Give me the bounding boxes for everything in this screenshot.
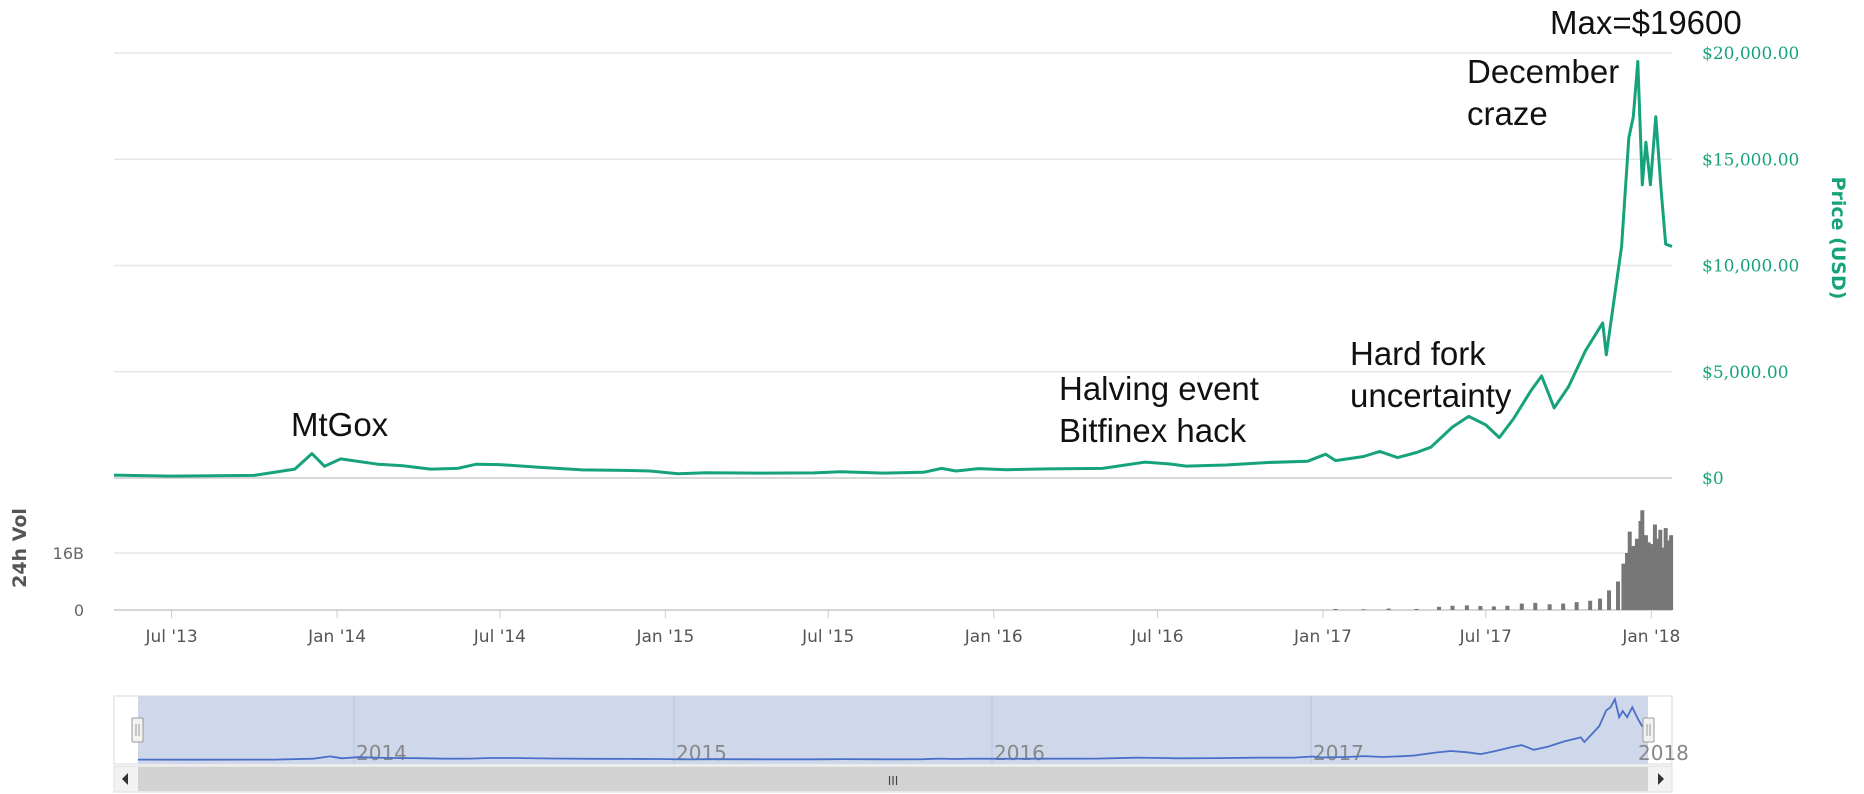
volume-bars xyxy=(1333,510,1674,610)
scroll-right-arrow-icon[interactable] xyxy=(1658,773,1664,785)
navigator-year-labels: 2014 2015 2016 2017 2018 xyxy=(353,696,1689,765)
navigator-year-label: 2016 xyxy=(994,741,1045,765)
x-tick-label: Jan '17 xyxy=(1293,627,1352,647)
x-tick-label: Jan '15 xyxy=(635,627,694,647)
navigator-year-label: 2014 xyxy=(356,741,407,765)
annotations: MtGox Halving event Bitfinex hack Hard fork… xyxy=(291,4,1742,449)
volume-bar xyxy=(1491,606,1496,610)
volume-bar xyxy=(1631,545,1636,610)
volume-bar xyxy=(1505,605,1510,610)
x-tick-label: Jul '13 xyxy=(144,627,197,647)
price-tick-label: $10,000.00 xyxy=(1702,257,1799,277)
x-tick-label: Jul '17 xyxy=(1459,627,1512,647)
x-tick-label: Jul '14 xyxy=(473,627,526,647)
volume-bar xyxy=(1658,529,1663,610)
volume-bar xyxy=(1663,528,1668,610)
annotation: Hard fork uncertainty xyxy=(1350,335,1512,414)
volume-bar xyxy=(1547,604,1552,610)
volume-bar xyxy=(1607,590,1612,610)
volume-bar xyxy=(1634,538,1639,610)
volume-bar xyxy=(1627,531,1632,610)
price-tick-label: $5,000.00 xyxy=(1702,363,1789,383)
volume-bar xyxy=(1533,602,1538,610)
navigator-year-label: 2015 xyxy=(676,741,727,765)
scroll-left-arrow-icon[interactable] xyxy=(122,773,128,785)
price-line-layer xyxy=(113,60,1673,478)
volume-bar xyxy=(1616,581,1621,610)
x-tick-label: Jul '15 xyxy=(801,627,854,647)
x-tick-label: Jul '16 xyxy=(1130,627,1183,647)
navigator-series-line xyxy=(137,696,1649,761)
volume-bar xyxy=(1625,553,1630,610)
volume-bar xyxy=(1519,603,1524,610)
volume-bar xyxy=(1386,608,1391,610)
volume-bar xyxy=(1333,608,1338,610)
volume-bar xyxy=(1437,606,1442,610)
volume-bar xyxy=(1661,547,1666,610)
volume-bar xyxy=(1598,598,1603,610)
price-series-line xyxy=(113,60,1673,478)
volume-bar xyxy=(1650,544,1655,610)
volume-bar xyxy=(1643,535,1648,610)
volume-bar xyxy=(1561,603,1566,610)
volume-tick-label: 0 xyxy=(74,601,84,620)
volume-axis-ticks: 0 16B xyxy=(53,544,84,620)
price-axis-ticks: $0 $5,000.00 $10,000.00 $15,000.00 $20,000.0… xyxy=(1702,44,1799,489)
scrollbar-thumb[interactable] xyxy=(138,767,1648,791)
volume-bar xyxy=(1652,524,1657,610)
x-axis-ticks: Jul '13 Jan '14 Jul '14 Jan '15 Jul '15 Jan '… xyxy=(144,610,1680,647)
navigator-selection[interactable] xyxy=(138,696,1648,764)
price-tick-label: $0 xyxy=(1702,469,1724,489)
x-tick-label: Jan '16 xyxy=(964,627,1023,647)
navigator-line-layer xyxy=(137,696,1649,761)
navigator-right-handle[interactable] xyxy=(1642,717,1655,743)
volume-bar xyxy=(1361,609,1366,610)
navigator-year-label: 2017 xyxy=(1313,741,1364,765)
volume-bar xyxy=(1574,602,1579,610)
price-gridlines xyxy=(114,52,1672,479)
volume-bar xyxy=(1478,606,1483,610)
annotation: Halving event Bitfinex hack xyxy=(1059,370,1259,449)
volume-bar xyxy=(1666,540,1671,610)
x-tick-label: Jan '14 xyxy=(307,627,366,647)
x-tick-label: Jan '18 xyxy=(1621,627,1680,647)
volume-bar xyxy=(1450,605,1455,610)
navigator-year-label: 2018 xyxy=(1638,741,1689,765)
volume-bar xyxy=(1646,542,1651,610)
volume-axis-title: 24h Vol xyxy=(9,508,31,588)
volume-bar xyxy=(1464,605,1469,610)
volume-gridlines xyxy=(114,552,1672,611)
volume-bar xyxy=(1621,563,1626,610)
volume-bar xyxy=(1414,608,1419,610)
scrollbar-grip: III xyxy=(888,774,899,788)
navigator-left-handle[interactable] xyxy=(131,717,144,743)
price-axis-title: Price (USD) xyxy=(1827,177,1849,300)
annotation: December craze xyxy=(1467,53,1619,132)
price-tick-label: $20,000.00 xyxy=(1702,44,1799,64)
annotation: Max=$19600 xyxy=(1550,4,1742,41)
range-navigator[interactable]: 2014 2015 2016 2017 2018 xyxy=(113,695,1689,765)
annotation: MtGox xyxy=(291,406,389,443)
scrollbar[interactable]: III xyxy=(113,765,1673,793)
volume-tick-label: 16B xyxy=(53,544,84,563)
volume-bar xyxy=(1655,538,1660,610)
volume-bar xyxy=(1640,510,1645,610)
price-tick-label: $15,000.00 xyxy=(1702,150,1799,170)
volume-bar xyxy=(1588,600,1593,610)
volume-bar xyxy=(1669,535,1674,610)
